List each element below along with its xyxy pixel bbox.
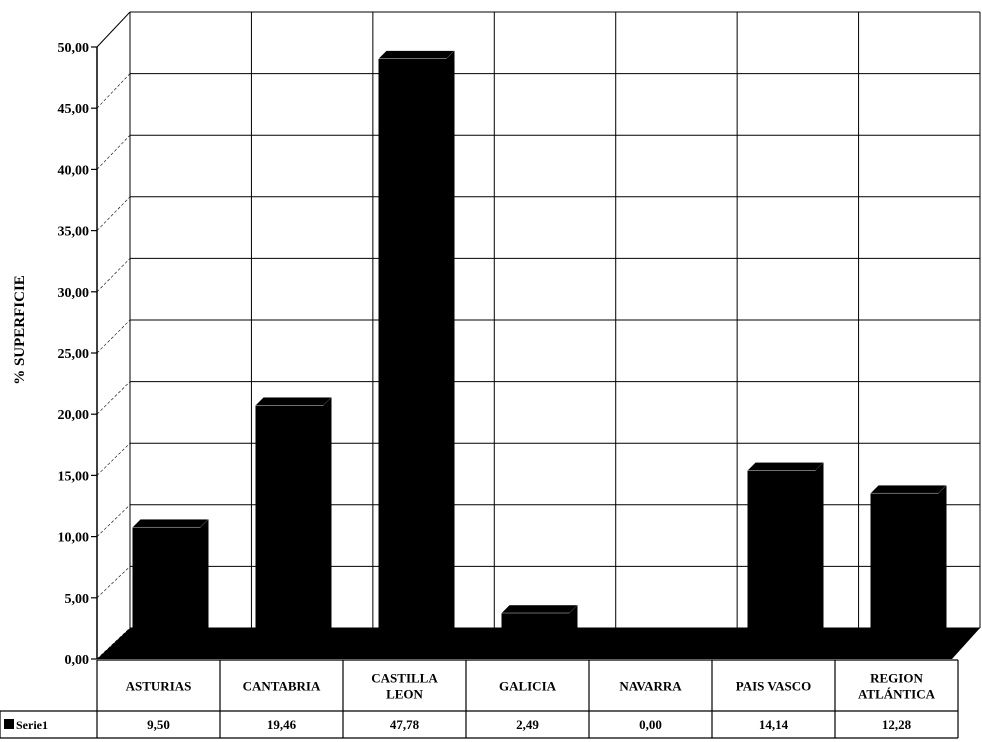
bar-front [748,470,816,643]
side-wall-line [97,197,130,231]
y-tick-label: 30,00 [58,286,90,301]
bar-front [502,613,570,643]
category-label: CASTILLA [371,671,438,686]
side-wall-line [97,74,130,109]
category-label: LEON [386,687,423,702]
bar-front [133,527,201,643]
bar-top [256,397,332,405]
category-label: CANTABRIA [243,679,321,694]
bar-front [379,59,447,644]
y-tick-label: 45,00 [58,102,90,117]
y-axis-label: % SUPERFICIE [12,275,28,385]
bar [502,605,578,643]
data-label: 47,78 [390,717,420,732]
bar [256,397,332,643]
y-tick-label: 20,00 [58,408,90,423]
data-label: 9,50 [147,717,170,732]
bar [871,485,947,643]
bar [379,51,455,644]
y-tick-label: 25,00 [58,347,90,362]
side-wall-line [97,135,130,169]
data-label: 2,49 [516,717,539,732]
data-label: 14,14 [759,717,789,732]
y-tick-label: 50,00 [58,41,90,56]
category-label: NAVARRA [619,679,682,694]
bar [748,462,824,643]
data-label: 12,28 [882,717,912,732]
bar [133,519,209,643]
bar-top [133,519,209,527]
side-wall-line [97,258,130,291]
bar-top [748,462,824,470]
bar-top [502,605,578,613]
y-tick-label: 15,00 [58,469,90,484]
side-wall-line [97,443,130,475]
category-label: ATLÁNTICA [858,687,936,702]
bar-front [871,493,939,643]
bar-side [201,519,209,643]
data-label: 19,46 [267,717,297,732]
bar-side [939,485,947,643]
y-axis-top-edge [97,12,130,47]
category-label: REGION [870,671,923,686]
series-name: Serie1 [16,718,48,732]
y-tick-label: 10,00 [58,531,90,546]
y-tick-label: 35,00 [58,225,90,240]
data-label: 0,00 [639,717,662,732]
bar-top [871,485,947,493]
bar-side [447,51,455,644]
grid [97,12,980,659]
y-tick-label: 40,00 [58,163,90,178]
bar-side [324,397,332,643]
y-tick-label: 0,00 [65,653,90,668]
side-wall-line [97,505,130,537]
bar-side [816,462,824,643]
side-wall-line [97,320,130,353]
bars [133,51,947,644]
legend-key [4,719,14,729]
bar-top [379,51,455,59]
bar-front [256,405,324,643]
y-tick-label: 5,00 [65,592,90,607]
category-label: PAIS VASCO [736,679,812,694]
side-wall-line [97,566,130,597]
category-label: GALICIA [499,679,557,694]
side-wall-line [97,382,130,415]
category-label: ASTURIAS [126,679,192,694]
y-axis: 0,00 5,00 10,00 15,00 20,00 25,00 30,00 35,00 40… [58,12,131,668]
data-table: Serie1 ASTURIAS 9,50 CANTABRIA 19,46 CASTILLA… [0,660,958,738]
